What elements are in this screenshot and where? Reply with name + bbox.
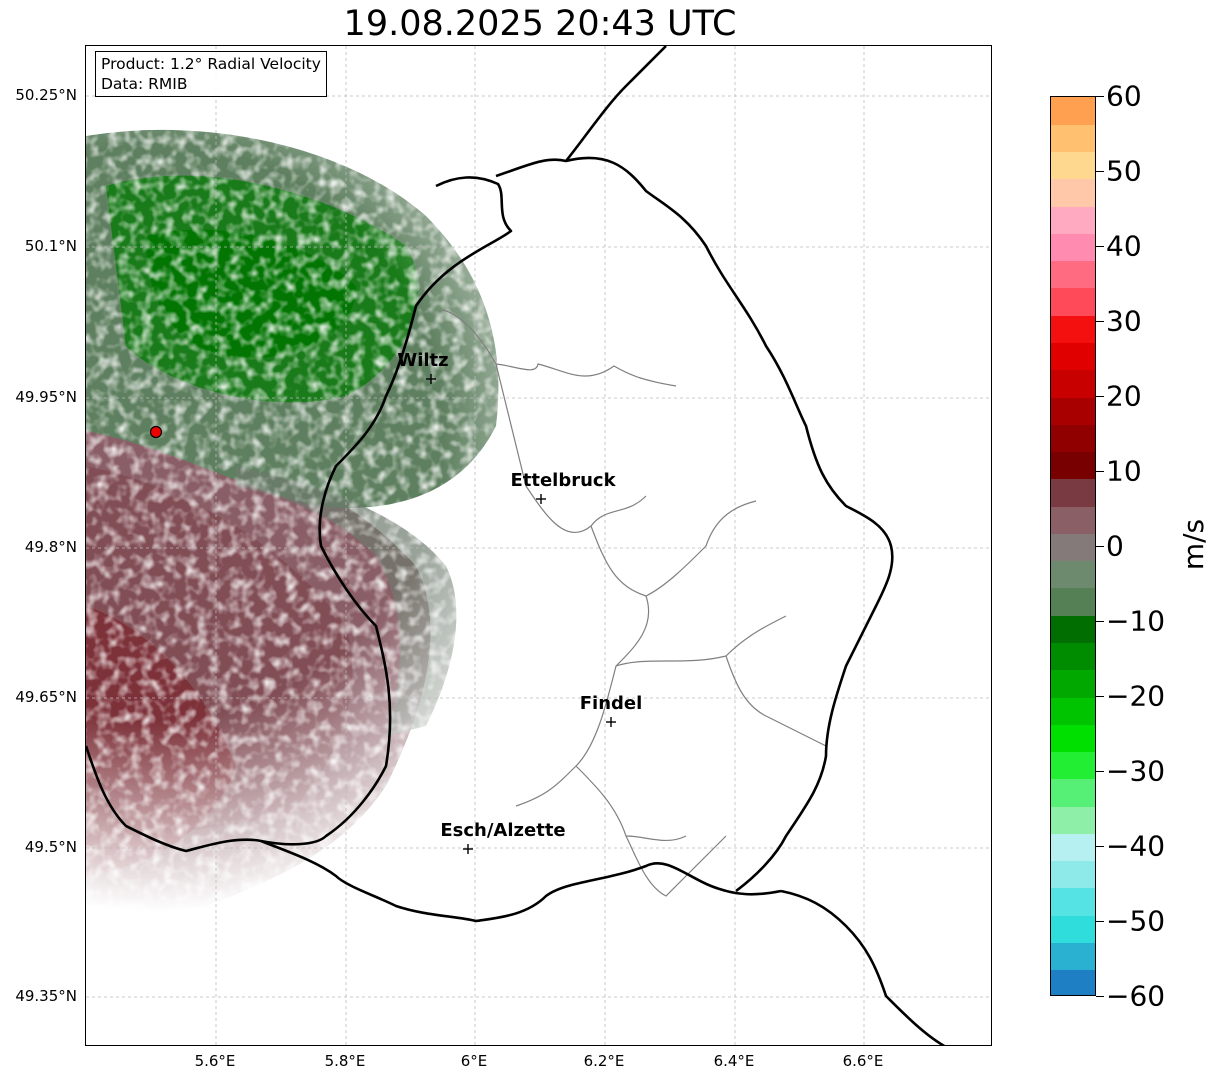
colorbar-tick-mark <box>1096 171 1104 172</box>
colorbar-tick-label: −60 <box>1106 979 1166 1013</box>
lat-tick-label: 50.25°N <box>15 86 77 104</box>
radar-map-svg <box>86 46 991 1045</box>
colorbar-segment <box>1051 724 1095 753</box>
colorbar-segment <box>1051 697 1095 725</box>
colorbar-tick-mark <box>1096 921 1104 922</box>
city-label-wiltz: Wiltz <box>397 350 449 371</box>
colorbar-tick-mark <box>1096 996 1104 997</box>
lat-tick-label: 49.35°N <box>15 987 77 1005</box>
colorbar-segment <box>1051 915 1095 944</box>
product-label: Product: 1.2° Radial Velocity <box>101 55 321 73</box>
colorbar-tick-label: −50 <box>1106 904 1166 938</box>
city-label-findel: Findel <box>579 693 643 714</box>
colorbar-segment <box>1051 587 1095 616</box>
city-label-esch-alzette: Esch/Alzette <box>440 820 566 841</box>
lon-tick-label: 5.8°E <box>324 1052 366 1070</box>
colorbar-tick-label: 0 <box>1106 529 1124 563</box>
map-title: 19.08.2025 20:43 UTC <box>343 4 737 44</box>
data-source-label: Data: RMIB <box>101 75 188 93</box>
radar-velocity-field <box>86 46 991 1045</box>
colorbar-tick-label: −20 <box>1106 679 1166 713</box>
colorbar-segment <box>1051 233 1095 262</box>
lat-tick-label: 49.65°N <box>15 688 77 706</box>
colorbar-segment <box>1051 151 1095 180</box>
colorbar-segment <box>1051 315 1095 344</box>
product-info-box: Product: 1.2° Radial Velocity Data: RMIB <box>95 51 327 97</box>
lat-tick-label: 49.5°N <box>24 838 77 856</box>
city-marker-findel <box>606 717 616 727</box>
colorbar-segment <box>1051 342 1095 371</box>
colorbar-segment <box>1051 887 1095 916</box>
colorbar-tick-mark <box>1096 696 1104 697</box>
colorbar-tick-mark <box>1096 396 1104 397</box>
lon-tick-label: 6.4°E <box>713 1052 755 1070</box>
lon-tick-label: 6°E <box>460 1052 488 1070</box>
colorbar-segment <box>1051 778 1095 807</box>
colorbar-segment <box>1051 451 1095 480</box>
colorbar-tick-label: 20 <box>1106 379 1142 413</box>
city-marker-ettelbruck <box>536 494 546 504</box>
colorbar-unit-label: m/s <box>1177 518 1207 571</box>
colorbar-tick-mark <box>1096 471 1104 472</box>
lon-tick-label: 6.2°E <box>583 1052 625 1070</box>
colorbar-segment <box>1051 969 1095 995</box>
city-marker-esch <box>463 844 473 854</box>
colorbar-segment <box>1051 642 1095 671</box>
colorbar-tick-label: −40 <box>1106 829 1166 863</box>
colorbar-tick-label: 50 <box>1106 154 1142 188</box>
colorbar-segment <box>1051 942 1095 971</box>
colorbar-tick-label: −10 <box>1106 604 1166 638</box>
colorbar-segment <box>1051 424 1095 453</box>
colorbar-segment <box>1051 287 1095 316</box>
lat-tick-label: 49.8°N <box>24 538 77 556</box>
colorbar-segment <box>1051 178 1095 207</box>
colorbar-tick-label: 60 <box>1106 79 1142 113</box>
lat-tick-label: 50.1°N <box>24 237 77 255</box>
colorbar-tick-mark <box>1096 246 1104 247</box>
colorbar-segment <box>1051 369 1095 398</box>
colorbar-tick-mark <box>1096 846 1104 847</box>
lon-tick-label: 5.6°E <box>194 1052 236 1070</box>
colorbar-tick-label: −30 <box>1106 754 1166 788</box>
colorbar-segment <box>1051 260 1095 289</box>
city-marker-wiltz <box>426 374 436 384</box>
colorbar-segment <box>1051 751 1095 780</box>
graticule <box>86 46 991 1045</box>
colorbar-segment <box>1051 533 1095 562</box>
colorbar-segment <box>1051 506 1095 534</box>
colorbar-segment <box>1051 833 1095 862</box>
colorbar-segment <box>1051 560 1095 589</box>
city-markers <box>426 374 616 854</box>
colorbar-segment <box>1051 669 1095 698</box>
colorbar-tick-label: 40 <box>1106 229 1142 263</box>
colorbar-tick-label: 30 <box>1106 304 1142 338</box>
colorbar-segment <box>1051 97 1095 125</box>
colorbar-segment <box>1051 206 1095 234</box>
district-borders <box>442 309 827 897</box>
colorbar-segment <box>1051 615 1095 644</box>
colorbar-segment <box>1051 124 1095 153</box>
colorbar-tick-mark <box>1096 621 1104 622</box>
lon-tick-label: 6.6°E <box>842 1052 884 1070</box>
velocity-colorbar <box>1050 96 1096 996</box>
colorbar-tick-label: 10 <box>1106 454 1142 488</box>
map-panel[interactable] <box>85 45 992 1046</box>
radar-site-marker <box>149 425 163 439</box>
colorbar-tick-mark <box>1096 96 1104 97</box>
colorbar-tick-mark <box>1096 771 1104 772</box>
colorbar-tick-mark <box>1096 546 1104 547</box>
city-label-ettelbruck: Ettelbruck <box>510 470 616 491</box>
colorbar-segment <box>1051 478 1095 507</box>
colorbar-segment <box>1051 806 1095 834</box>
colorbar-tick-mark <box>1096 321 1104 322</box>
colorbar-segment <box>1051 397 1095 425</box>
colorbar-segment <box>1051 860 1095 889</box>
lat-tick-label: 49.95°N <box>15 388 77 406</box>
national-borders <box>86 46 946 1045</box>
